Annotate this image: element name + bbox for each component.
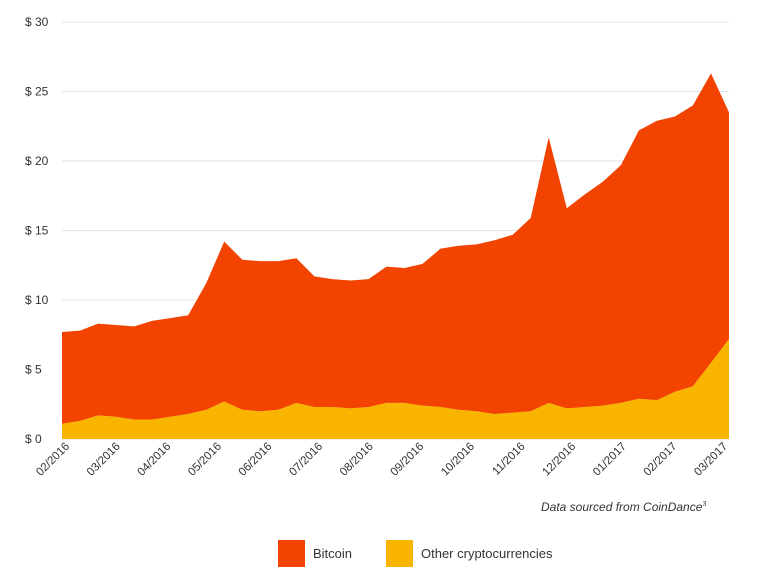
legend-item-other-cryptocurrencies: Other cryptocurrencies <box>386 540 553 567</box>
x-tick-label: 02/2017 <box>642 441 680 479</box>
source-text: Data sourced from CoinDance <box>541 500 703 514</box>
legend-item-bitcoin: Bitcoin <box>278 540 352 567</box>
x-axis-ticks: 02/2016 03/2016 04/2016 05/2016 06/2016 07/20… <box>34 441 730 479</box>
legend-swatch-bitcoin <box>278 540 305 567</box>
source-footnote: 3 <box>702 501 707 508</box>
x-tick-label: 03/2016 <box>85 441 123 479</box>
legend-swatch-other-cryptocurrencies <box>386 540 413 567</box>
y-tick-label: $ 25 <box>25 85 49 99</box>
y-tick-label: $ 20 <box>25 154 49 168</box>
x-tick-label: 07/2016 <box>287 441 325 479</box>
x-tick-label: 02/2016 <box>34 441 72 479</box>
area-other-cryptocurrencies <box>62 338 729 439</box>
legend-label-bitcoin: Bitcoin <box>313 546 353 561</box>
y-tick-label: $ 5 <box>25 363 42 377</box>
y-tick-label: $ 0 <box>25 432 42 446</box>
area-bitcoin <box>62 73 729 424</box>
x-tick-label: 11/2016 <box>490 441 527 478</box>
data-source-note: Data sourced from CoinDance3 <box>541 500 706 514</box>
legend-label-other-cryptocurrencies: Other cryptocurrencies <box>421 546 553 561</box>
y-tick-label: $ 10 <box>25 293 49 307</box>
x-tick-label: 08/2016 <box>338 441 376 479</box>
y-tick-label: $ 30 <box>25 15 49 29</box>
x-tick-label: 04/2016 <box>135 441 173 479</box>
stacked-area-chart: $ 0 $ 5 $ 10 $ 15 $ 20 $ 25 $ 30 02/2016 03/201… <box>25 15 730 479</box>
x-tick-label: 03/2017 <box>692 441 730 479</box>
x-tick-label: 01/2017 <box>591 441 629 479</box>
y-tick-label: $ 15 <box>25 224 49 238</box>
x-tick-label: 09/2016 <box>389 441 427 479</box>
x-tick-label: 12/2016 <box>540 441 578 479</box>
x-tick-label: 10/2016 <box>439 441 477 479</box>
x-tick-label: 06/2016 <box>237 441 275 479</box>
y-axis-ticks: $ 0 $ 5 $ 10 $ 15 $ 20 $ 25 $ 30 <box>25 15 49 446</box>
area-layer <box>62 73 729 439</box>
x-tick-label: 05/2016 <box>186 441 224 479</box>
legend: Bitcoin Other cryptocurrencies <box>0 540 768 570</box>
